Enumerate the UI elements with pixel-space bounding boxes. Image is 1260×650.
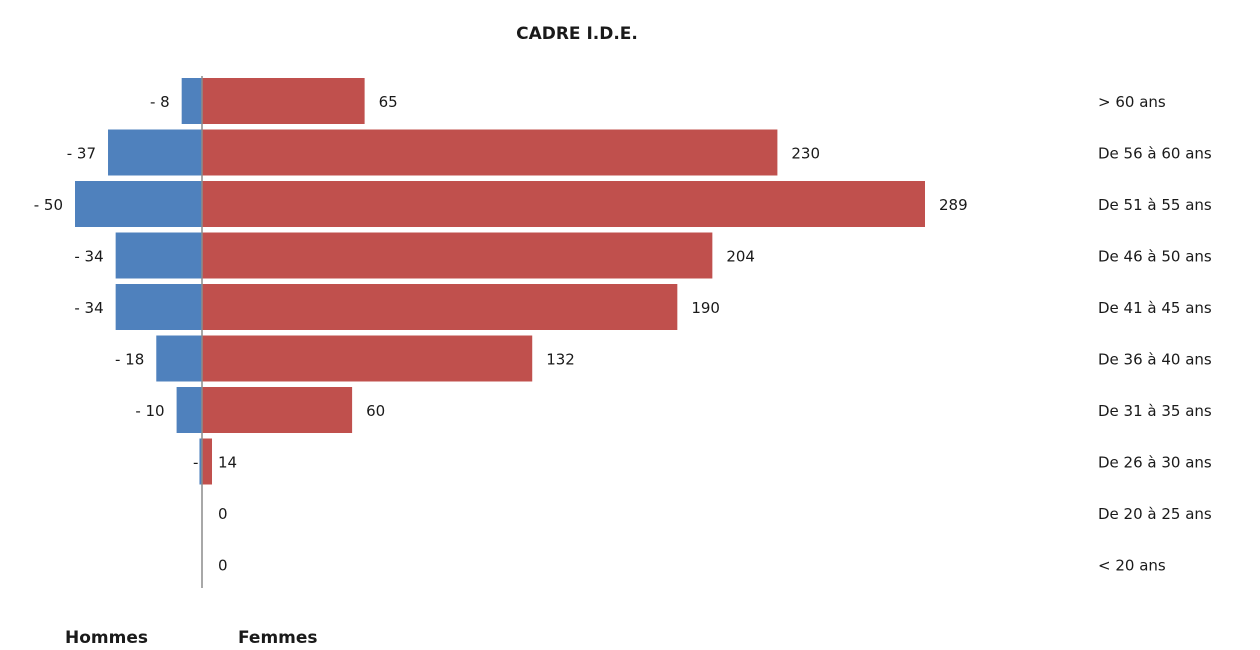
bar-femmes <box>202 438 213 485</box>
bar-hommes <box>176 387 202 433</box>
data-label-femmes: 0 <box>218 505 228 523</box>
category-labels-group: > 60 ans De 56 à 60 ans De 51 à 55 ans De 4… <box>1098 93 1212 575</box>
data-label-femmes: 65 <box>379 93 398 111</box>
data-label-femmes: 230 <box>791 144 820 162</box>
data-labels-group: - 8 65 - 37 230 - 50 289 - 34 204 - 34 190 - 18 132… <box>34 93 968 575</box>
bars-group <box>75 78 925 485</box>
data-label-femmes: 190 <box>691 299 720 317</box>
data-label-hommes: - 50 <box>34 196 63 214</box>
legend-hommes: Hommes <box>65 628 148 648</box>
bar-hommes <box>199 438 202 485</box>
bar-hommes <box>115 284 202 330</box>
category-label: De 56 à 60 ans <box>1098 144 1212 162</box>
category-label: De 26 à 30 ans <box>1098 453 1212 471</box>
data-label-hommes: - 37 <box>67 144 96 162</box>
category-label: De 36 à 40 ans <box>1098 350 1212 368</box>
legend-femmes: Femmes <box>238 628 318 648</box>
data-label-hommes: - 34 <box>74 299 103 317</box>
data-label-hommes: - 18 <box>115 350 144 368</box>
data-label-hommes: - 34 <box>74 247 103 265</box>
category-label: < 20 ans <box>1098 556 1166 574</box>
bar-hommes <box>108 129 202 176</box>
bar-femmes <box>202 387 353 433</box>
category-label: De 31 à 35 ans <box>1098 402 1212 420</box>
category-label: De 20 à 25 ans <box>1098 505 1212 523</box>
bar-hommes <box>156 335 202 382</box>
category-label: De 46 à 50 ans <box>1098 247 1212 265</box>
bar-femmes <box>202 78 365 124</box>
bar-hommes <box>75 181 202 227</box>
bar-femmes <box>202 284 678 330</box>
data-label-femmes: 0 <box>218 556 228 574</box>
bar-hommes <box>181 78 202 124</box>
data-label-femmes: 132 <box>546 350 575 368</box>
data-label-hommes: - 10 <box>135 402 164 420</box>
bar-femmes <box>202 181 925 227</box>
data-label-hommes: - 8 <box>150 93 170 111</box>
category-label: De 51 à 55 ans <box>1098 196 1212 214</box>
data-label-hommes: - <box>193 453 198 471</box>
data-label-femmes: 204 <box>726 247 755 265</box>
bar-femmes <box>202 129 778 176</box>
bar-femmes <box>202 232 713 279</box>
data-label-femmes: 289 <box>939 196 968 214</box>
data-label-femmes: 60 <box>366 402 385 420</box>
data-label-femmes: 14 <box>218 453 237 471</box>
chart-title: CADRE I.D.E. <box>516 24 638 44</box>
category-label: De 41 à 45 ans <box>1098 299 1212 317</box>
bar-femmes <box>202 335 533 382</box>
bar-hommes <box>115 232 202 279</box>
category-label: > 60 ans <box>1098 93 1166 111</box>
